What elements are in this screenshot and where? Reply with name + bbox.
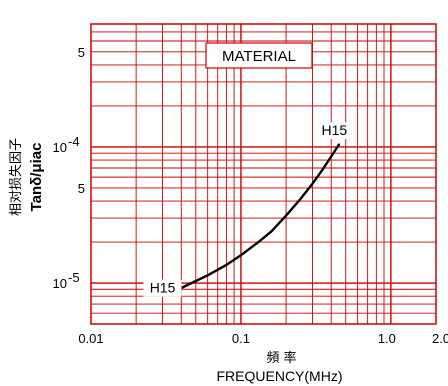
y-tick-exponent: -4 <box>68 134 80 149</box>
plot-frame <box>90 23 437 325</box>
curve-label-end: H15 <box>322 122 348 138</box>
y-tick-exponent: -5 <box>68 270 80 285</box>
x-axis-label-cn: 頻 率 <box>266 350 296 366</box>
x-tick-labels: 0.01 0.1 1.0 2.0 <box>78 331 448 346</box>
y-axis-label: Tanδ/μiac <box>28 143 45 212</box>
x-tick-label: 0.01 <box>78 331 103 346</box>
curve-labels: H15 H15 <box>143 122 354 297</box>
curve-label-bg <box>315 122 354 140</box>
x-axis-label: FREQUENCY(MHz) <box>217 368 343 384</box>
curve-label-bg <box>143 279 182 297</box>
y-tick-label: 10 <box>53 276 67 291</box>
material-box-border <box>205 42 313 69</box>
x-tick-label: 1.0 <box>378 331 396 346</box>
y-tick-label: 5 <box>78 181 85 196</box>
y-tick-label: 10 <box>53 140 67 155</box>
chart-grid <box>91 24 436 324</box>
series-group <box>180 143 341 290</box>
x-tick-label: 0.1 <box>232 331 250 346</box>
chart-title: MATERIAL <box>222 48 296 65</box>
curve-label-start: H15 <box>150 280 176 296</box>
x-tick-label: 2.0 <box>432 331 448 346</box>
material-box: MATERIAL <box>205 42 313 69</box>
series-line-h15 <box>180 143 341 290</box>
y-tick-label: 5 <box>78 45 85 60</box>
y-axis-label-cn: 相对损失因子 <box>9 138 24 216</box>
